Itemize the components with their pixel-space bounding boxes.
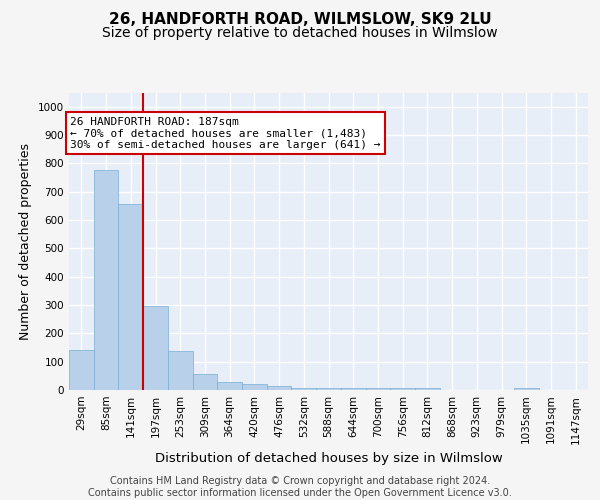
Bar [118, 204, 143, 390]
Bar [193, 374, 217, 390]
Text: Contains HM Land Registry data © Crown copyright and database right 2024.
Contai: Contains HM Land Registry data © Crown c… [88, 476, 512, 498]
Text: 26, HANDFORTH ROAD, WILMSLOW, SK9 2LU: 26, HANDFORTH ROAD, WILMSLOW, SK9 2LU [109, 12, 491, 28]
Text: 26 HANDFORTH ROAD: 187sqm
← 70% of detached houses are smaller (1,483)
30% of se: 26 HANDFORTH ROAD: 187sqm ← 70% of detac… [70, 116, 381, 150]
Bar [390, 388, 415, 390]
Bar [341, 388, 365, 390]
Bar [316, 388, 341, 390]
Y-axis label: Number of detached properties: Number of detached properties [19, 143, 32, 340]
Bar [69, 350, 94, 390]
Bar [168, 351, 193, 390]
Text: Size of property relative to detached houses in Wilmslow: Size of property relative to detached ho… [102, 26, 498, 40]
X-axis label: Distribution of detached houses by size in Wilmslow: Distribution of detached houses by size … [155, 452, 502, 465]
Bar [217, 382, 242, 390]
Bar [292, 388, 316, 390]
Bar [143, 306, 168, 390]
Bar [94, 170, 118, 390]
Bar [267, 386, 292, 390]
Bar [415, 388, 440, 390]
Bar [514, 388, 539, 390]
Bar [365, 388, 390, 390]
Bar [242, 384, 267, 390]
